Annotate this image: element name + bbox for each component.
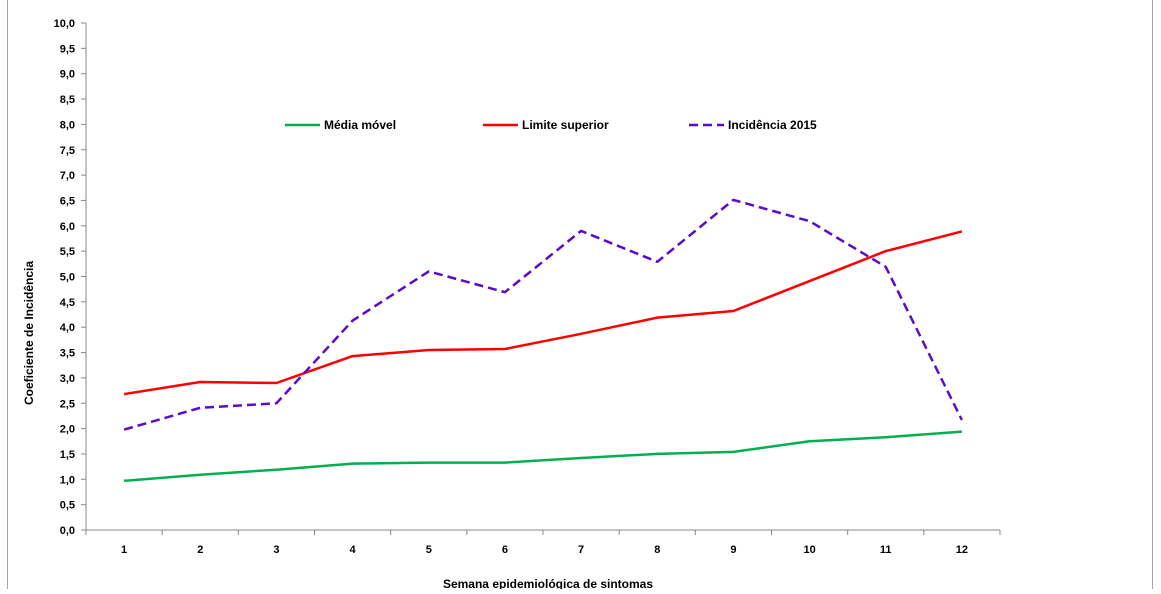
x-tick-label: 6 (502, 544, 508, 556)
y-tick-label: 0,0 (60, 525, 75, 537)
y-tick-label: 1,5 (60, 449, 75, 461)
y-tick-label: 8,5 (60, 94, 75, 106)
y-tick-label: 6,5 (60, 195, 75, 207)
y-tick-label: 2,5 (60, 398, 75, 410)
legend-label-3: Incidência 2015 (728, 118, 817, 132)
y-tick-label: 9,5 (60, 43, 75, 55)
y-tick-label: 5,5 (60, 246, 75, 258)
y-tick-label: 5,0 (60, 272, 75, 284)
y-tick-label: 2,0 (60, 424, 75, 436)
y-tick-label: 3,5 (60, 348, 75, 360)
y-tick-label: 0,5 (60, 500, 75, 512)
x-tick-label: 10 (803, 544, 815, 556)
series-line-1 (124, 430, 962, 483)
y-tick-label: 7,0 (60, 170, 75, 182)
y-tick-label: 8,0 (60, 119, 75, 131)
x-axis-title: Semana epidemiológica de sintomas (443, 577, 653, 589)
legend: Média móvel Limite superior Incidência 201… (285, 118, 817, 132)
y-tick-label: 4,5 (60, 297, 75, 309)
y-tick-label: 6,0 (60, 221, 75, 233)
y-tick-label: 9,0 (60, 69, 75, 81)
x-tick-label: 2 (197, 544, 203, 556)
y-tick-label: 1,0 (60, 474, 75, 486)
y-tick-label: 4,0 (60, 322, 75, 334)
x-tick-label: 11 (880, 544, 892, 556)
series-layer (123, 198, 964, 483)
y-axis-title: Coeficiente de Incidência (22, 261, 36, 405)
series-line-3 (123, 198, 964, 431)
legend-label-1: Média móvel (324, 118, 396, 132)
x-tick-label: 8 (654, 544, 660, 556)
y-tick-label: 7,5 (60, 145, 75, 157)
x-tick-label: 1 (121, 544, 127, 556)
x-tick-label: 7 (578, 544, 584, 556)
axes-layer: 0,0 0,5 1,0 1,5 2,0 2,5 3,0 3,5 4,0 4,5 5,0 5,5 6,0 6… (54, 18, 1001, 556)
y-tick-label: 3,0 (60, 373, 75, 385)
series-line-2 (123, 230, 963, 396)
x-tick-label: 5 (426, 544, 432, 556)
x-tick-label: 4 (350, 544, 357, 556)
legend-label-2: Limite superior (522, 118, 609, 132)
x-tick-label: 9 (730, 544, 736, 556)
x-tick-label: 3 (273, 544, 279, 556)
y-tick-label: 10,0 (54, 18, 75, 30)
x-tick-label: 12 (956, 544, 968, 556)
